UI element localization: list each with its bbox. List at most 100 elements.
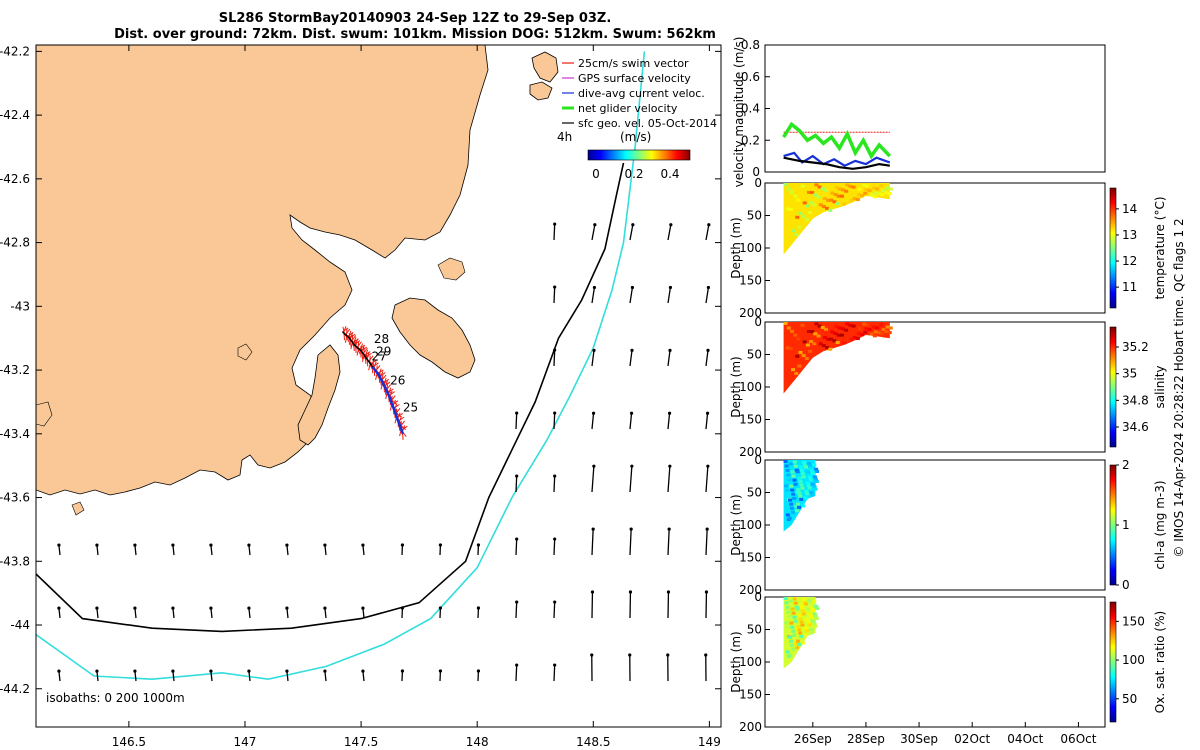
section-cell (809, 467, 814, 471)
isobaths-label: isobaths: 0 200 1000m (46, 691, 185, 705)
swim-vector (350, 342, 353, 350)
velocity-tick-label: 0.6 (741, 70, 760, 84)
section-cell (792, 460, 797, 464)
section-cell (805, 343, 810, 347)
section-cell (791, 611, 796, 615)
section-cell (810, 630, 815, 634)
section-cell (863, 330, 868, 334)
geo-vector (705, 350, 709, 367)
section-cell (811, 608, 816, 612)
geo-vector (553, 539, 556, 556)
section-cell (868, 324, 873, 328)
section-tick-label: 150 (739, 551, 762, 565)
chart-title: SL286 StormBay20140903 24-Sep 12Z to 29-… (219, 11, 612, 26)
geo-vector-head (628, 590, 633, 594)
section-cell (784, 601, 789, 605)
section-cell (795, 215, 800, 219)
geo-vector (667, 413, 671, 430)
geo-vector-head (668, 285, 673, 290)
section-cell (803, 496, 808, 500)
geo-vector (172, 608, 175, 619)
section-cell (836, 333, 841, 337)
legend-swim: 25cm/s swim vector (578, 57, 689, 70)
swim-vector (371, 358, 375, 366)
section-cell (806, 483, 811, 487)
geo-vector (96, 671, 99, 682)
section-cell (787, 653, 792, 657)
section-tick-label: 150 (739, 688, 762, 702)
section-cell (876, 183, 881, 187)
section-cell (820, 325, 825, 329)
legend-current: dive-avg current veloc. (578, 87, 705, 100)
geo-vector-head (706, 464, 710, 468)
section-cell (814, 322, 819, 326)
section-cell (861, 326, 866, 330)
section-cell (783, 597, 788, 600)
section-cell (802, 201, 807, 205)
colorbar-tick-label: 34.8 (1122, 393, 1149, 407)
section-tick-label: 100 (739, 655, 762, 669)
geo-vector (591, 350, 595, 367)
section-cell (801, 504, 806, 508)
geo-vector-head (361, 669, 365, 673)
velocity-panel: 0 0.2 0.4 0.6 0.8 velocity magnitude (m/s) (732, 37, 1106, 187)
section-cell (806, 620, 811, 624)
section-cell (805, 481, 810, 485)
geo-vector (58, 608, 61, 619)
geo-vector-head (593, 223, 597, 227)
section-cell (798, 480, 803, 484)
geo-vector (629, 529, 632, 556)
section-cell (828, 347, 833, 351)
section-cell (884, 191, 889, 195)
section-cell (855, 337, 860, 341)
section-cell (876, 322, 881, 326)
geo-vector-head (590, 590, 595, 594)
section-cell (807, 486, 812, 490)
section-cell (880, 193, 885, 197)
swim-vector (361, 354, 365, 362)
map-y-tick-label: -43.4 (0, 427, 30, 441)
geo-vector (667, 350, 671, 367)
geo-vector-head (285, 606, 289, 610)
map-x-tick-label: 147 (234, 735, 257, 749)
geo-vector (705, 413, 709, 430)
section-cell (796, 642, 801, 646)
geo-vector (629, 287, 634, 304)
geo-vector-head (515, 411, 519, 415)
section-cell (883, 334, 888, 338)
section-cell (784, 484, 789, 488)
section-cell (798, 350, 803, 354)
section-cell (804, 626, 809, 630)
geo-vector (286, 671, 289, 682)
geo-vector-head (669, 223, 673, 227)
section-cell (845, 183, 850, 187)
section-cell (796, 198, 801, 202)
section-cell (788, 462, 793, 466)
section-cell (817, 324, 822, 328)
section-cell (806, 609, 811, 613)
time-tick-label: 28Sep (847, 732, 885, 746)
day-label: 28 (374, 332, 389, 346)
section-cell (793, 333, 798, 337)
section-cell (845, 322, 850, 326)
geo-vector (667, 466, 671, 493)
section-cell (808, 464, 813, 468)
geo-vector (362, 545, 365, 556)
swim-vector (356, 348, 360, 356)
map-x-tick-label: 148 (466, 735, 489, 749)
section-cell (802, 340, 807, 344)
section-cell (810, 330, 815, 334)
geo-vector-head (667, 411, 672, 415)
section-cell (796, 502, 801, 506)
section-cell (813, 477, 818, 481)
section-cell (863, 191, 868, 195)
geo-vector-head (628, 653, 632, 657)
map-frame (35, 44, 722, 728)
section-cell (794, 468, 799, 472)
colorbar-tick-label: 2 (1122, 458, 1130, 472)
geo-vector-head (704, 590, 709, 594)
section-tick-label: 200 (739, 720, 762, 734)
velocity-axes (764, 44, 1106, 173)
section-cell (801, 354, 806, 358)
geo-vector (324, 545, 327, 556)
